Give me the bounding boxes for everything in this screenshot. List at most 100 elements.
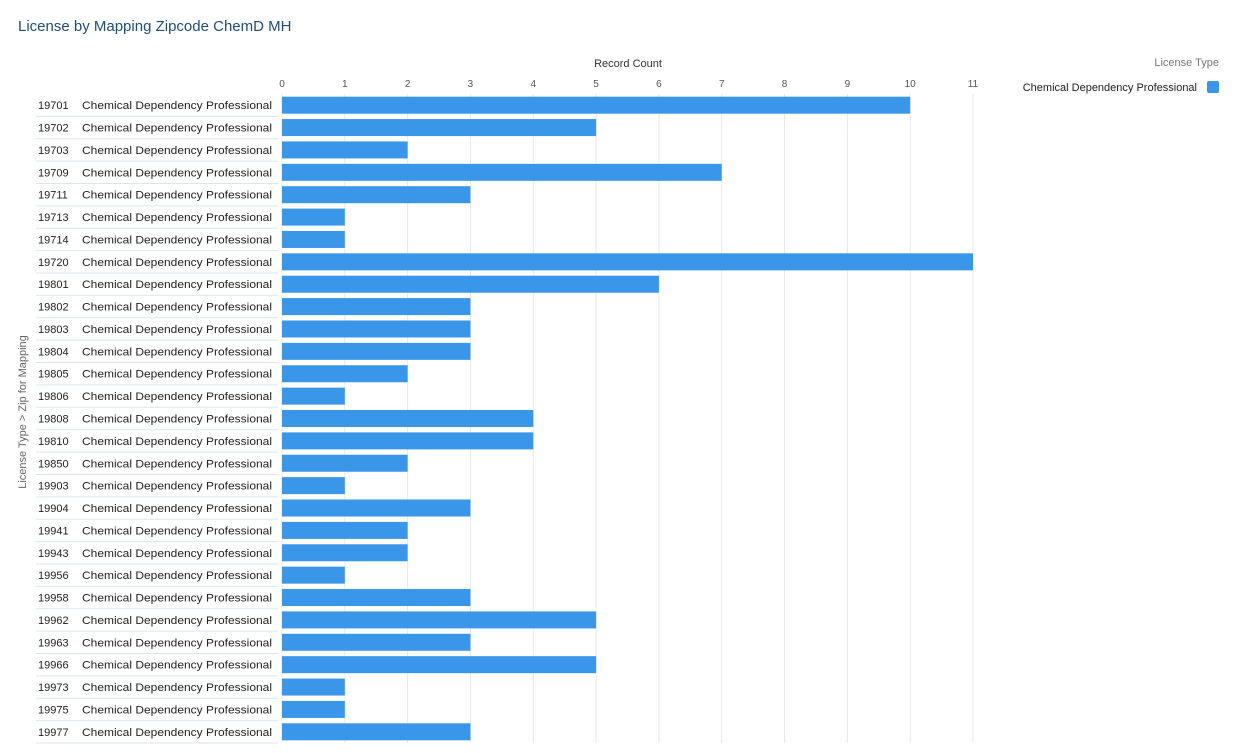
bar[interactable] (282, 723, 471, 741)
license-type-label: Chemical Dependency Professional (82, 503, 272, 515)
license-type-label: Chemical Dependency Professional (82, 167, 272, 179)
license-type-label: Chemical Dependency Professional (82, 481, 272, 493)
zip-label: 19963 (38, 637, 69, 649)
x-tick-label: 8 (782, 79, 788, 90)
zip-label: 19803 (38, 324, 69, 336)
license-type-label: Chemical Dependency Professional (82, 525, 272, 537)
bar[interactable] (282, 298, 471, 316)
bar[interactable] (282, 432, 534, 450)
license-type-label: Chemical Dependency Professional (82, 279, 272, 291)
bar[interactable] (282, 521, 408, 539)
x-axis-ticks: 0 1 2 3 4 5 6 7 8 9 10 11 (279, 79, 978, 90)
zip-label: 19805 (38, 369, 69, 381)
bar[interactable] (282, 186, 471, 204)
zip-label: 19806 (38, 391, 69, 403)
y-axis-title: License Type > Zip for Mapping (17, 335, 29, 489)
license-type-label: Chemical Dependency Professional (82, 324, 272, 336)
zip-label: 19802 (38, 302, 69, 314)
zip-label: 19709 (38, 167, 69, 179)
row-labels: 19701 Chemical Dependency Professional 197… (38, 100, 272, 739)
zip-label: 19703 (38, 145, 69, 157)
license-type-label: Chemical Dependency Professional (82, 234, 272, 246)
bar[interactable] (282, 410, 534, 427)
bar[interactable] (282, 700, 345, 718)
zip-label: 19810 (38, 436, 69, 448)
license-type-label: Chemical Dependency Professional (82, 637, 272, 649)
license-type-label: Chemical Dependency Professional (82, 391, 272, 403)
zip-label: 19713 (38, 212, 69, 224)
bars (282, 96, 973, 741)
x-tick-label: 3 (468, 79, 474, 90)
x-tick-label: 4 (530, 79, 536, 90)
bar[interactable] (282, 611, 597, 629)
license-type-label: Chemical Dependency Professional (82, 615, 272, 627)
bar[interactable] (282, 275, 659, 293)
zip-label: 19975 (38, 704, 69, 716)
zip-label: 19958 (38, 593, 69, 605)
zip-label: 19962 (38, 615, 69, 627)
license-type-label: Chemical Dependency Professional (82, 145, 272, 157)
bar[interactable] (282, 342, 471, 360)
license-type-label: Chemical Dependency Professional (82, 570, 272, 582)
bar[interactable] (282, 566, 345, 584)
legend-item-label: Chemical Dependency Professional (1023, 82, 1197, 94)
zip-label: 19850 (38, 458, 69, 470)
bar[interactable] (282, 633, 471, 651)
x-tick-label: 0 (279, 79, 285, 90)
license-type-label: Chemical Dependency Professional (82, 458, 272, 470)
bar[interactable] (282, 320, 471, 338)
bar[interactable] (282, 230, 345, 248)
zip-label: 19701 (38, 100, 69, 112)
x-tick-label: 10 (905, 79, 917, 90)
bar[interactable] (282, 141, 408, 159)
legend: License Type Chemical Dependency Profess… (1023, 57, 1219, 94)
chart-title: License by Mapping Zipcode ChemD MH (18, 18, 292, 35)
bar[interactable] (282, 499, 471, 517)
bar[interactable] (282, 365, 408, 383)
license-type-label: Chemical Dependency Professional (82, 123, 272, 135)
bar[interactable] (282, 544, 408, 562)
bar[interactable] (282, 589, 471, 607)
bar[interactable] (282, 96, 911, 114)
bar[interactable] (282, 208, 345, 226)
bar[interactable] (282, 678, 345, 696)
zip-label: 19801 (38, 279, 69, 291)
bar[interactable] (282, 656, 597, 674)
zip-label: 19904 (38, 503, 69, 515)
bar[interactable] (282, 477, 345, 495)
bar[interactable] (282, 163, 722, 181)
zip-label: 19702 (38, 123, 69, 135)
license-type-label: Chemical Dependency Professional (82, 436, 272, 448)
license-type-label: Chemical Dependency Professional (82, 100, 272, 112)
bar[interactable] (282, 387, 345, 405)
legend-swatch[interactable] (1207, 81, 1219, 93)
zip-label: 19903 (38, 481, 69, 493)
x-axis-title: Record Count (594, 58, 662, 70)
license-type-label: Chemical Dependency Professional (82, 302, 272, 314)
x-tick-label: 5 (593, 79, 599, 90)
x-tick-label: 7 (719, 79, 725, 90)
license-type-label: Chemical Dependency Professional (82, 727, 272, 739)
license-type-label: Chemical Dependency Professional (82, 682, 272, 694)
x-tick-label: 11 (968, 79, 979, 90)
x-tick-label: 2 (405, 79, 411, 90)
zip-label: 19720 (38, 257, 69, 269)
license-type-label: Chemical Dependency Professional (82, 548, 272, 560)
zip-label: 19956 (38, 570, 69, 582)
license-type-label: Chemical Dependency Professional (82, 190, 272, 202)
bar[interactable] (282, 253, 973, 271)
license-type-label: Chemical Dependency Professional (82, 346, 272, 358)
zip-label: 19973 (38, 682, 69, 694)
row-separators (36, 115, 278, 744)
bar[interactable] (282, 119, 597, 137)
license-type-label: Chemical Dependency Professional (82, 369, 272, 381)
license-type-label: Chemical Dependency Professional (82, 660, 272, 672)
zip-label: 19941 (38, 525, 69, 537)
zip-label: 19966 (38, 660, 69, 672)
license-type-label: Chemical Dependency Professional (82, 257, 272, 269)
x-tick-label: 9 (845, 79, 851, 90)
license-type-label: Chemical Dependency Professional (82, 704, 272, 716)
zip-label: 19711 (38, 190, 68, 202)
bar[interactable] (282, 454, 408, 472)
